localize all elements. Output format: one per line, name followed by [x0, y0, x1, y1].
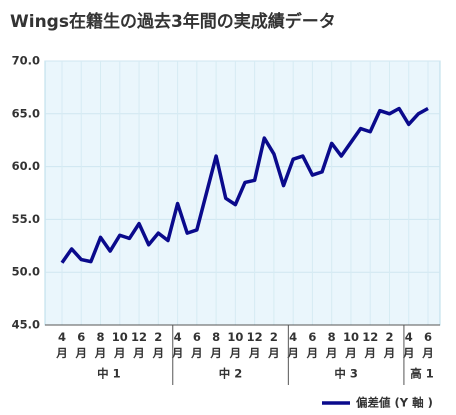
x-tick-label: 10 月 [112, 330, 128, 360]
series-line [60, 106, 429, 264]
y-tick-label: 55.0 [12, 212, 40, 226]
group-label: 中 1 [97, 367, 121, 381]
legend-label: 偏差値 (Y 軸 ) [356, 396, 433, 410]
x-tick-label: 12 月 [362, 330, 378, 360]
chart-title: Wings在籍生の過去3年間の実成績データ [10, 11, 336, 32]
y-tick-label: 65.0 [12, 106, 40, 120]
group-label: 中 2 [219, 367, 243, 381]
y-tick-label: 45.0 [12, 318, 40, 332]
x-tick-label: 12 月 [247, 330, 263, 360]
y-tick-label: 70.0 [12, 54, 40, 68]
group-label: 高 1 [410, 367, 434, 381]
x-tick-label: 10 月 [227, 330, 243, 360]
y-tick-label: 60.0 [12, 159, 40, 173]
y-tick-label: 50.0 [12, 265, 40, 279]
group-label: 中 3 [334, 367, 358, 381]
x-tick-label: 10 月 [343, 330, 359, 360]
plot-area [44, 60, 441, 326]
x-tick-label: 12 月 [131, 330, 147, 360]
